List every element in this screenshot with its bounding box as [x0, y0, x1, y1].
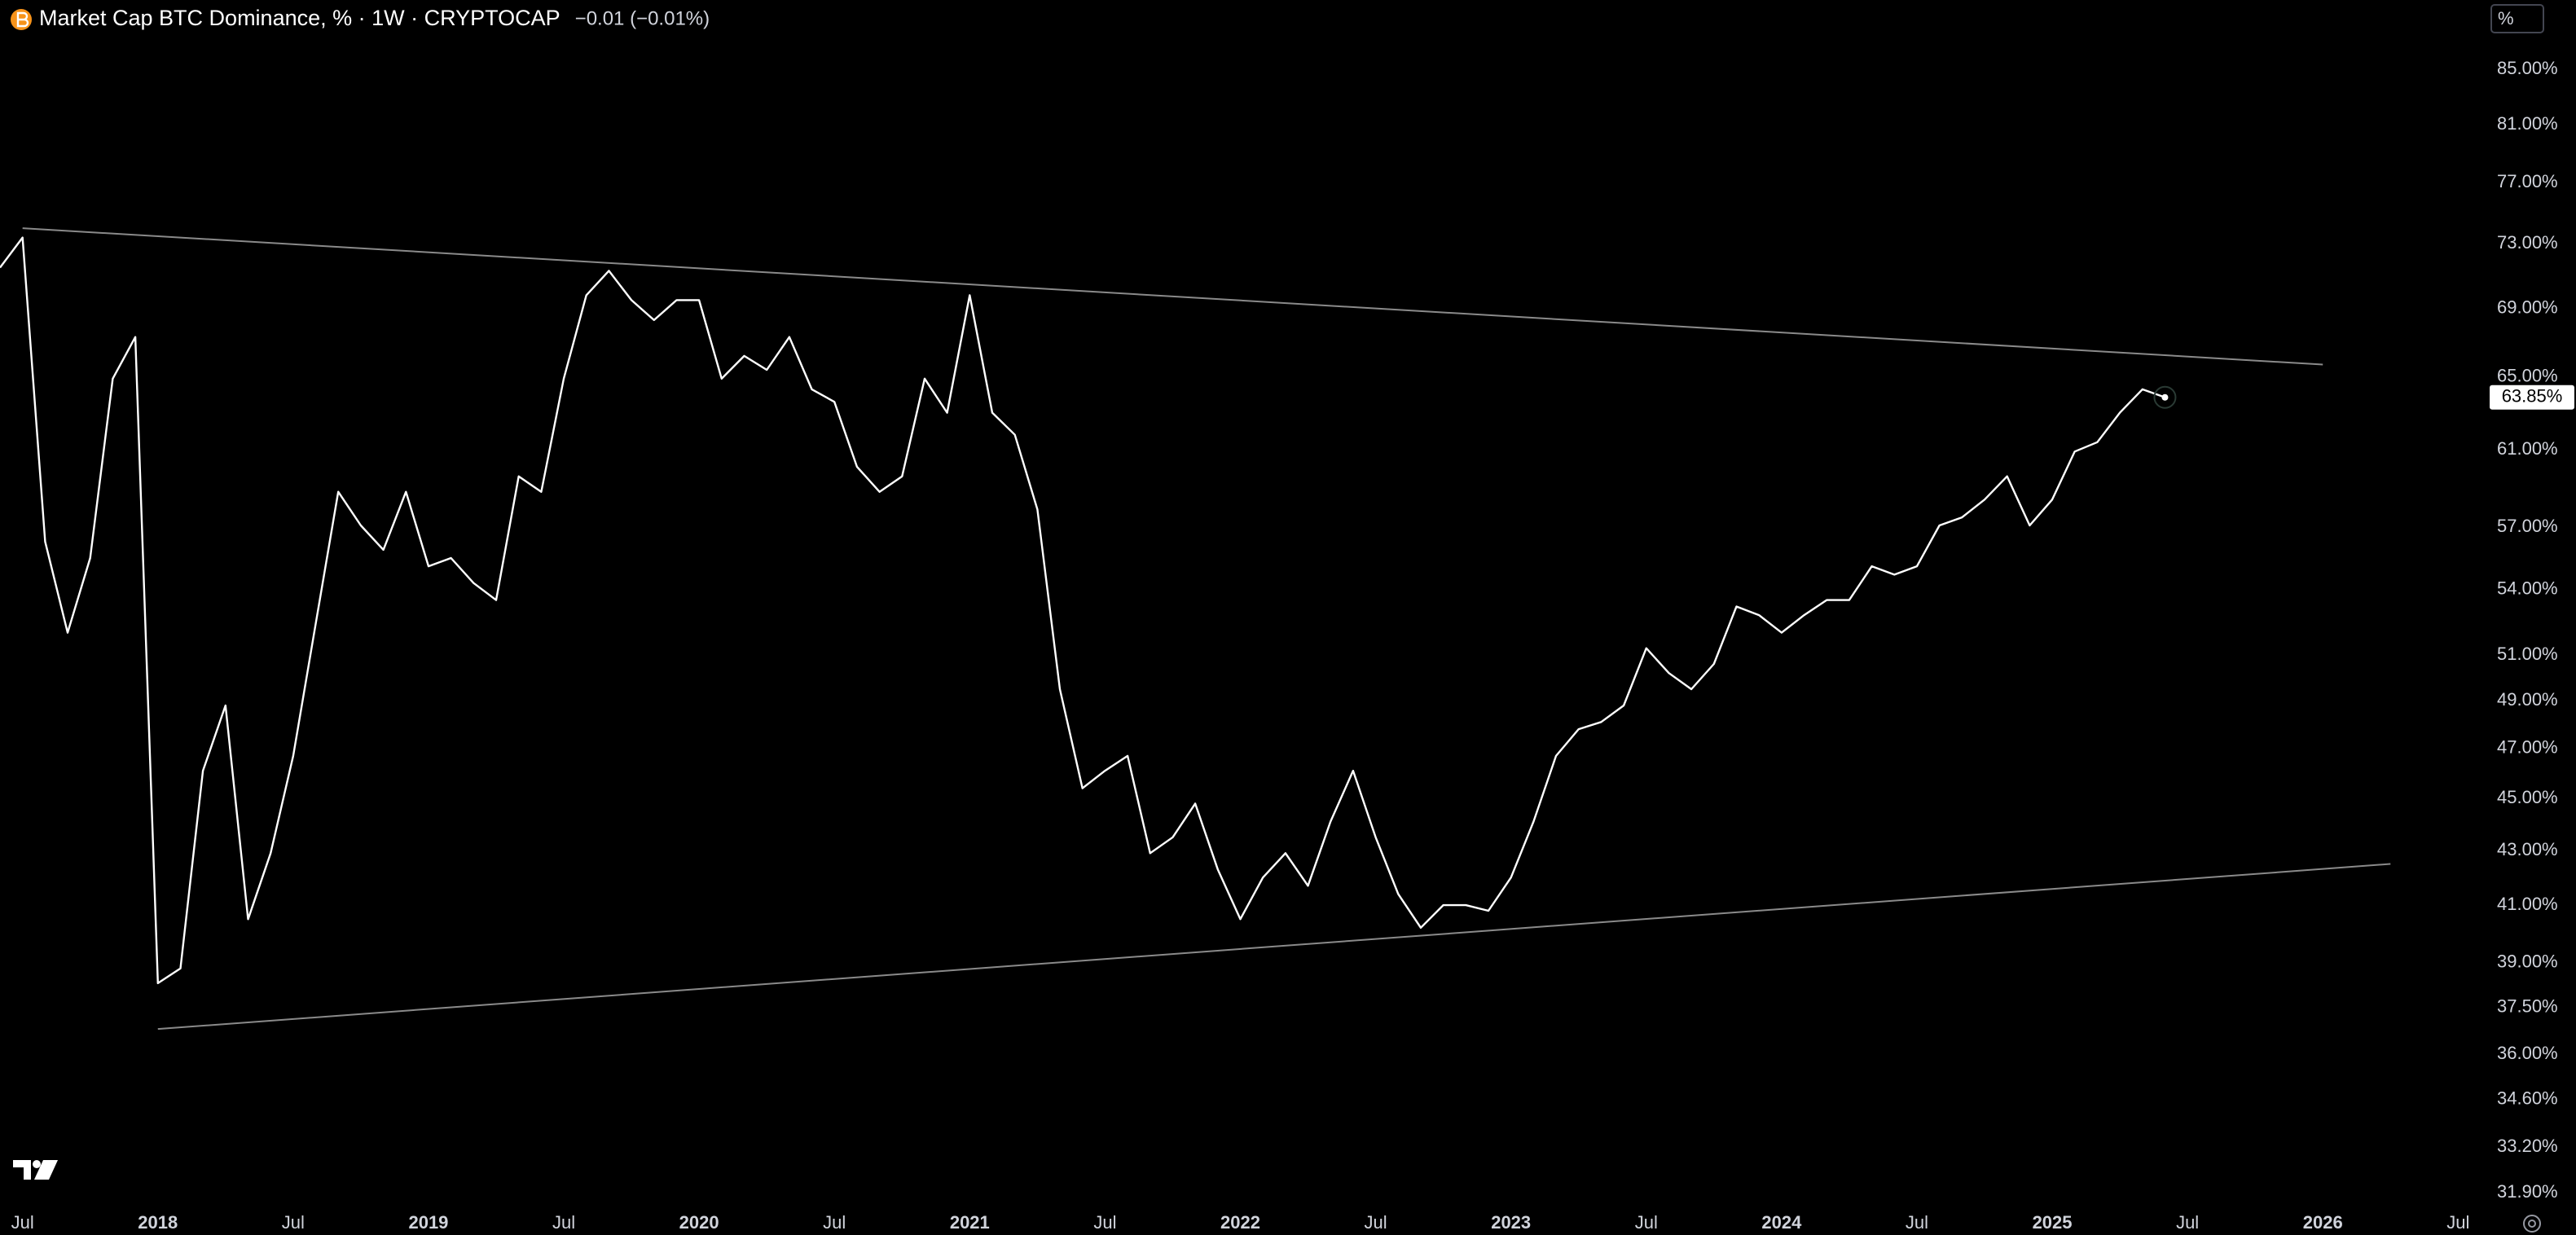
y-tick-label: 45.00% — [2497, 787, 2558, 807]
last-value-badge — [2490, 385, 2574, 410]
x-tick-label: 2024 — [1761, 1212, 1802, 1233]
tradingview-logo — [13, 1160, 58, 1180]
x-tick-label: Jul — [2176, 1212, 2199, 1233]
x-tick-label: 2025 — [2033, 1212, 2073, 1233]
y-tick-label: 39.00% — [2497, 951, 2558, 971]
x-tick-label: 2019 — [408, 1212, 448, 1233]
logo-part — [33, 1160, 41, 1168]
y-tick-label: 34.60% — [2497, 1088, 2558, 1109]
y-tick-label: 37.50% — [2497, 995, 2558, 1016]
trendline — [157, 863, 2391, 1031]
gear-outline[interactable] — [2523, 1215, 2541, 1233]
x-tick-label: 2022 — [1220, 1212, 1260, 1233]
x-tick-label: 2020 — [679, 1212, 719, 1233]
y-tick-label: 49.00% — [2497, 689, 2558, 710]
y-tick-label: 77.00% — [2497, 171, 2558, 191]
price-change: −0.01 (−0.01%) — [575, 7, 710, 29]
y-tick-label: 43.00% — [2497, 839, 2558, 859]
x-tick-label: 2018 — [138, 1212, 178, 1233]
last-value-label: 63.85% — [2502, 386, 2563, 407]
y-tick-label: 61.00% — [2497, 438, 2558, 459]
logo-part — [13, 1160, 31, 1180]
x-tick-label: Jul — [1365, 1212, 1387, 1233]
y-tick-label: 31.90% — [2497, 1181, 2558, 1202]
bitcoin-glyph — [16, 11, 29, 28]
y-tick-label: 65.00% — [2497, 365, 2558, 385]
last-point-ring — [2153, 385, 2177, 409]
y-tick-label: 81.00% — [2497, 113, 2558, 134]
x-tick-label: 2023 — [1491, 1212, 1531, 1233]
y-tick-label: 54.00% — [2497, 578, 2558, 598]
scale-button[interactable] — [2490, 4, 2544, 33]
symbol-icon — [11, 9, 32, 30]
x-tick-label: Jul — [1093, 1212, 1116, 1233]
x-tick-label: Jul — [11, 1212, 34, 1233]
settings-icon[interactable] — [2523, 1215, 2541, 1233]
y-tick-label: 33.20% — [2497, 1136, 2558, 1156]
y-tick-label: 47.00% — [2497, 737, 2558, 758]
y-tick-label: 85.00% — [2497, 58, 2558, 78]
y-tick-label: 36.00% — [2497, 1043, 2558, 1063]
x-tick-label: Jul — [552, 1212, 575, 1233]
y-tick-label: 51.00% — [2497, 644, 2558, 664]
trendline — [22, 227, 2323, 366]
x-tick-label: Jul — [282, 1212, 305, 1233]
y-tick-label: 69.00% — [2497, 297, 2558, 317]
x-tick-label: Jul — [1906, 1212, 1928, 1233]
last-point — [2161, 393, 2169, 401]
x-tick-label: 2026 — [2303, 1212, 2343, 1233]
price-line — [0, 236, 2165, 985]
y-tick-label: 41.00% — [2497, 894, 2558, 914]
gear-center[interactable] — [2528, 1220, 2536, 1228]
x-tick-label: Jul — [823, 1212, 846, 1233]
y-tick-label: 73.00% — [2497, 232, 2558, 253]
x-tick-label: Jul — [1635, 1212, 1658, 1233]
x-tick-label: Jul — [2446, 1212, 2469, 1233]
logo-part — [34, 1160, 58, 1180]
scale-label[interactable]: % — [2498, 8, 2514, 29]
x-tick-label: 2021 — [950, 1212, 990, 1233]
y-tick-label: 57.00% — [2497, 516, 2558, 536]
chart-title: Market Cap BTC Dominance, % · 1W · CRYPT… — [39, 6, 560, 30]
